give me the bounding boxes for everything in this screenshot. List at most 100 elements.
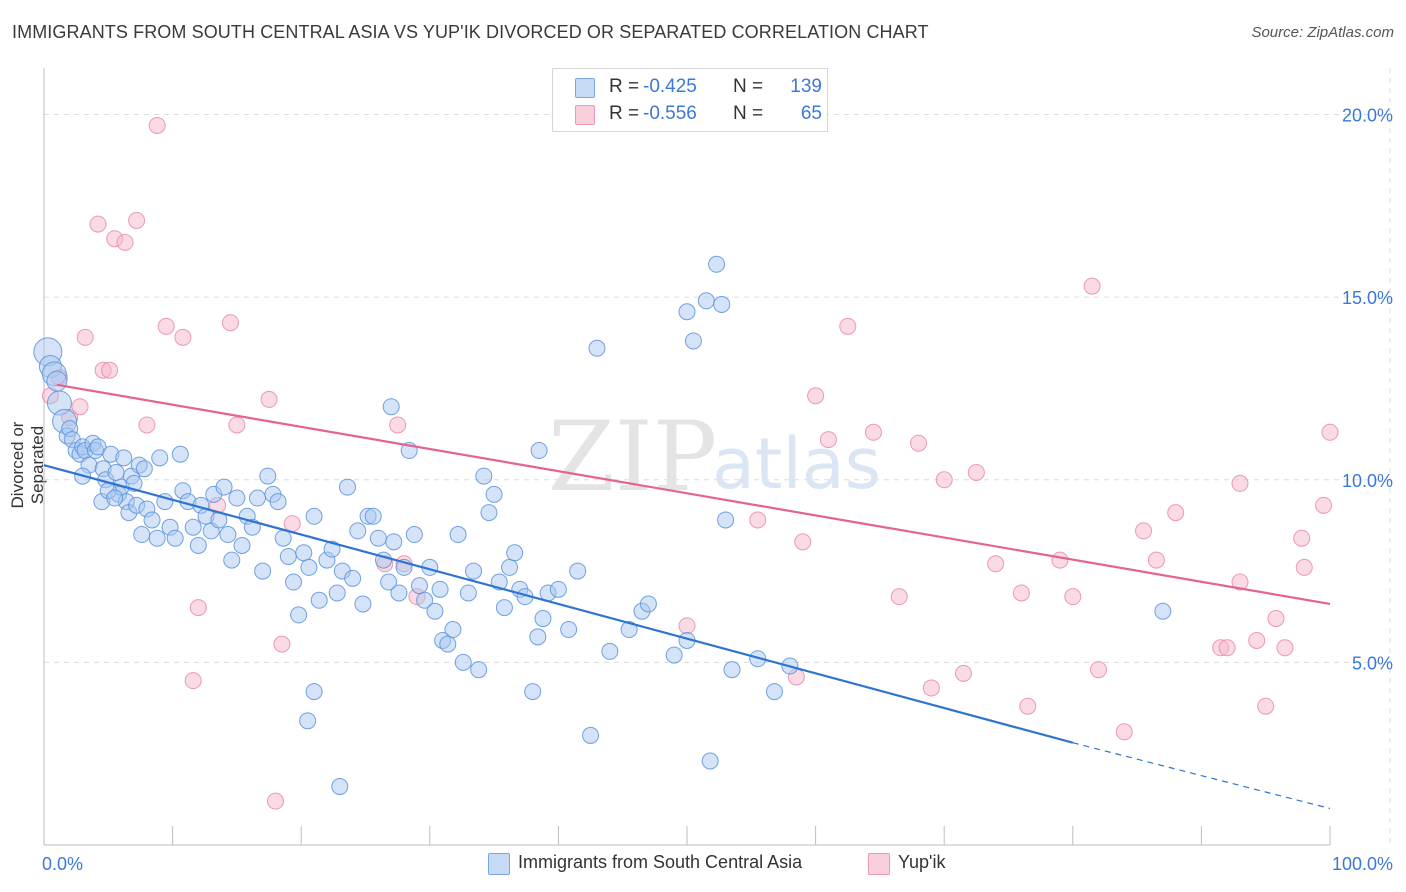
- data-point: [697, 292, 715, 310]
- legend-r-label: R =: [609, 76, 640, 97]
- data-point: [295, 544, 313, 562]
- data-point: [506, 544, 524, 562]
- data-point: [115, 449, 133, 467]
- data-point: [189, 599, 207, 617]
- data-point: [338, 478, 356, 496]
- data-point: [1315, 496, 1333, 514]
- data-point: [954, 664, 972, 682]
- data-point: [380, 573, 398, 591]
- data-point: [713, 295, 731, 313]
- data-point: [582, 726, 600, 744]
- data-point: [909, 434, 927, 452]
- data-point: [76, 328, 94, 346]
- data-point: [794, 533, 812, 551]
- trend-line-immigrants: [43, 464, 1074, 744]
- data-point: [665, 646, 683, 664]
- data-point: [1115, 723, 1133, 741]
- data-point: [549, 580, 567, 598]
- data-point: [765, 683, 783, 701]
- bottom-legend-label: Immigrants from South Central Asia: [518, 852, 803, 872]
- data-point: [495, 599, 513, 617]
- data-point: [444, 621, 462, 639]
- immigrants-points: [33, 255, 1172, 796]
- data-point: [701, 752, 719, 770]
- data-point: [922, 679, 940, 697]
- legend-n-label: N =: [733, 103, 764, 124]
- data-point: [560, 621, 578, 639]
- data-point: [431, 580, 449, 598]
- data-point: [717, 511, 735, 529]
- data-point: [106, 489, 124, 507]
- data-point: [221, 314, 239, 332]
- data-point: [475, 467, 493, 485]
- data-point: [459, 584, 477, 602]
- data-point: [678, 303, 696, 321]
- data-point: [138, 416, 156, 434]
- data-point: [1147, 551, 1165, 569]
- data-point: [1276, 639, 1294, 657]
- data-point: [390, 584, 408, 602]
- data-point: [1295, 558, 1313, 576]
- yupik-points: [41, 116, 1339, 810]
- data-point: [133, 526, 151, 544]
- legend-r-label: R =: [609, 103, 640, 124]
- data-point: [1231, 573, 1249, 591]
- data-point: [385, 533, 403, 551]
- data-point: [101, 361, 119, 379]
- data-point: [228, 489, 246, 507]
- data-point: [46, 370, 68, 392]
- x-tick-label: 0.0%: [42, 854, 83, 874]
- data-point: [266, 792, 284, 810]
- data-point: [678, 617, 696, 635]
- data-point: [1083, 277, 1101, 295]
- data-point: [620, 621, 638, 639]
- data-point: [426, 602, 444, 620]
- data-point: [569, 562, 587, 580]
- data-point: [416, 591, 434, 609]
- data-point: [349, 522, 367, 540]
- data-point: [534, 610, 552, 628]
- data-point: [530, 442, 548, 460]
- data-point: [219, 526, 237, 544]
- data-point: [1154, 602, 1172, 620]
- data-point: [480, 504, 498, 522]
- source-label: Source: ZipAtlas.com: [1251, 24, 1394, 41]
- data-point: [454, 653, 472, 671]
- legend-n-value: 139: [790, 76, 822, 97]
- data-point: [529, 628, 547, 646]
- data-point: [290, 606, 308, 624]
- data-point: [708, 255, 726, 273]
- data-point: [987, 555, 1005, 573]
- data-point: [143, 511, 161, 529]
- data-point: [439, 635, 457, 653]
- data-point: [369, 529, 387, 547]
- data-point: [260, 390, 278, 408]
- data-point: [601, 642, 619, 660]
- data-point: [71, 398, 89, 416]
- data-point: [524, 683, 542, 701]
- x-tick-label: 100.0%: [1332, 854, 1393, 874]
- watermark-zip: ZIP: [548, 401, 717, 513]
- data-point: [807, 387, 825, 405]
- bottom-legend-swatch-blue: [488, 853, 510, 875]
- legend-swatch-blue: [575, 78, 595, 98]
- legend-n-value: 65: [800, 103, 822, 124]
- data-point: [189, 537, 207, 555]
- legend-swatch-pink: [575, 105, 595, 125]
- data-point: [1321, 423, 1339, 441]
- data-point: [890, 588, 908, 606]
- data-point: [116, 233, 134, 251]
- data-point: [485, 485, 503, 503]
- data-point: [174, 328, 192, 346]
- tick-labels: 5.0% 10.0% 15.0% 20.0% 0.0% 100.0%: [42, 106, 1393, 874]
- data-point: [1231, 474, 1249, 492]
- data-point: [1218, 639, 1236, 657]
- data-point: [259, 467, 277, 485]
- axes: [43, 68, 1331, 846]
- data-point: [300, 558, 318, 576]
- data-point: [839, 317, 857, 335]
- trend-line-yupik: [56, 383, 1331, 606]
- data-point: [819, 431, 837, 449]
- data-point: [935, 471, 953, 489]
